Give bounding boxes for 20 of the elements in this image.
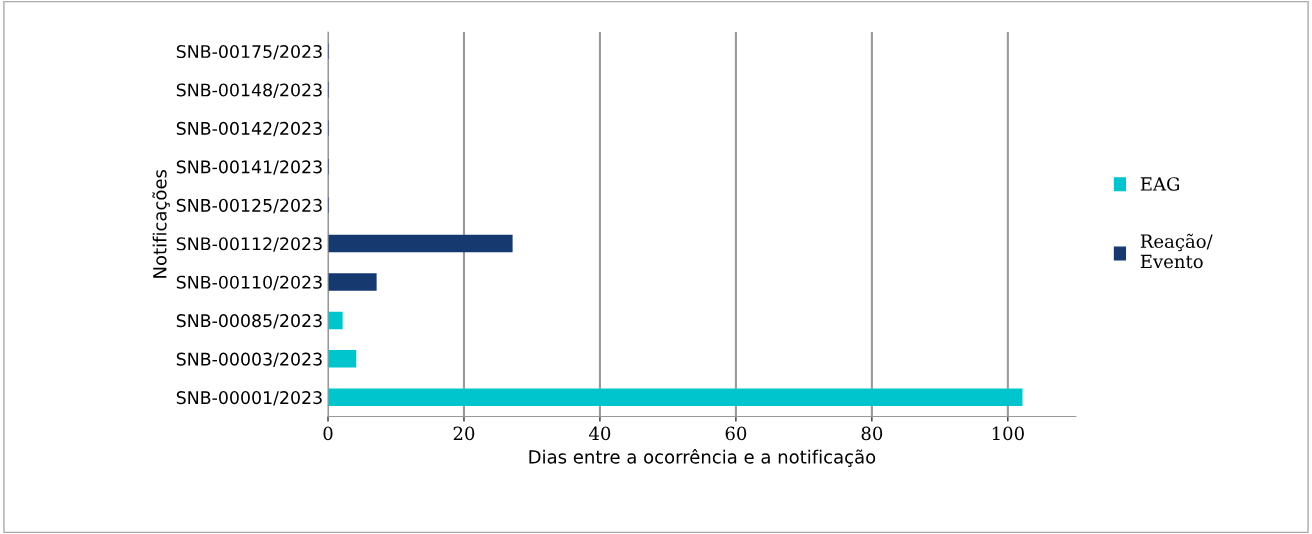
- x-tick-label: 0: [323, 426, 333, 441]
- y-tick-label: SNB-00142/2023: [176, 121, 322, 137]
- y-tick-label: SNB-00141/2023: [176, 160, 322, 175]
- y-tick-label: SNB-00125/2023: [176, 198, 322, 214]
- y-tick-label: SNB-00112/2023: [176, 237, 322, 252]
- y-axis-title: Notificações: [152, 169, 170, 278]
- legend-label: Reação/ Evento: [1140, 233, 1213, 269]
- x-tick-label: 100: [992, 426, 1024, 441]
- x-tick-label: 20: [453, 426, 475, 441]
- x-tick-label: 60: [725, 426, 747, 441]
- x-tick-label: 80: [861, 426, 883, 441]
- y-tick-label: SNB-00003/2023: [176, 352, 322, 368]
- y-tick-label: SNB-00175/2023: [176, 44, 322, 60]
- y-tick-label: SNB-00001/2023: [176, 391, 322, 406]
- y-tick-label: SNB-00085/2023: [176, 314, 322, 329]
- x-axis-title: Dias entre a ocorrência e a notificação: [529, 449, 876, 467]
- y-tick-label: SNB-00110/2023: [176, 275, 322, 291]
- x-tick-label: 40: [589, 426, 611, 441]
- legend-label: EAG: [1140, 177, 1180, 191]
- y-tick-label: SNB-00148/2023: [176, 83, 322, 98]
